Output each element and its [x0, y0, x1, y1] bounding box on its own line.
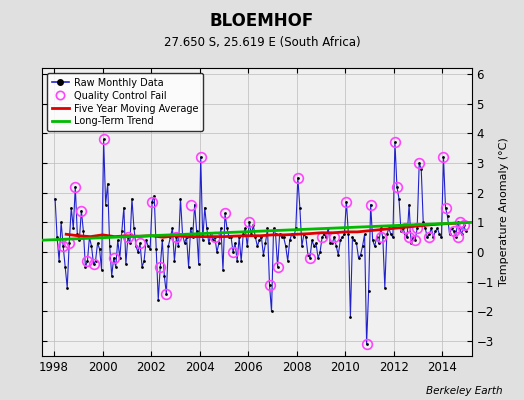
- Text: 27.650 S, 25.619 E (South Africa): 27.650 S, 25.619 E (South Africa): [163, 36, 361, 49]
- Y-axis label: Temperature Anomaly (°C): Temperature Anomaly (°C): [499, 138, 509, 286]
- Legend: Raw Monthly Data, Quality Control Fail, Five Year Moving Average, Long-Term Tren: Raw Monthly Data, Quality Control Fail, …: [47, 73, 203, 131]
- Text: Berkeley Earth: Berkeley Earth: [427, 386, 503, 396]
- Text: BLOEMHOF: BLOEMHOF: [210, 12, 314, 30]
